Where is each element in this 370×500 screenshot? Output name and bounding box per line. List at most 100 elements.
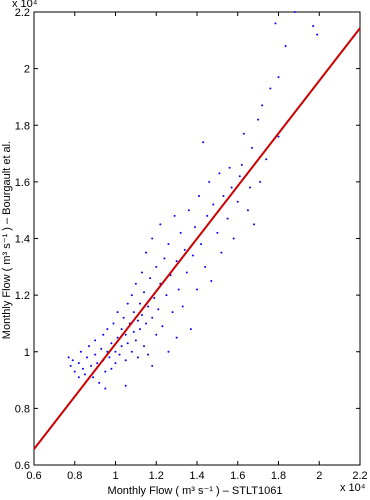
point: [206, 214, 209, 217]
point: [147, 353, 150, 356]
y-tick-label: 2.2: [15, 7, 30, 19]
point: [130, 350, 133, 353]
point: [83, 373, 86, 376]
point: [259, 180, 262, 183]
point: [134, 339, 137, 342]
point: [110, 367, 113, 370]
point: [151, 237, 154, 240]
point: [248, 186, 251, 189]
point: [177, 288, 180, 291]
point: [189, 328, 192, 331]
point: [240, 163, 243, 166]
point: [257, 118, 260, 121]
point: [175, 336, 178, 339]
point: [204, 265, 207, 268]
point: [67, 356, 70, 359]
point: [155, 265, 158, 268]
x-tick-label: 2.2: [352, 470, 367, 482]
point: [312, 25, 315, 28]
point: [132, 311, 135, 314]
y-axis-label: Monthly Flow ( m³ s⁻¹ ) – Bourgault et a…: [1, 141, 13, 339]
point: [242, 132, 245, 135]
point: [284, 44, 287, 47]
point: [124, 333, 127, 336]
point: [167, 243, 170, 246]
point: [100, 347, 103, 350]
point: [293, 11, 296, 13]
point: [104, 387, 107, 390]
point: [274, 22, 277, 25]
y-tick-label: 0.8: [15, 403, 30, 415]
point: [149, 277, 152, 280]
point: [251, 146, 254, 149]
point: [102, 333, 105, 336]
x-tick-label: 1.8: [271, 470, 286, 482]
y-tick-label: 0.6: [15, 460, 30, 472]
point: [114, 362, 117, 365]
point: [232, 237, 235, 240]
point: [265, 158, 268, 161]
x-tick-label: 1: [112, 470, 118, 482]
point: [77, 362, 80, 365]
x-tick-label: 1.6: [230, 470, 245, 482]
point: [151, 364, 154, 367]
point: [138, 302, 141, 305]
x-axis-label: Monthly Flow ( m³ s⁻¹ ) – STLT1061: [108, 485, 283, 497]
point: [134, 282, 137, 285]
x-tick-label: 0.8: [67, 470, 82, 482]
point: [126, 342, 129, 345]
y-tick-label: 2: [24, 64, 30, 76]
point: [124, 359, 127, 362]
point: [173, 214, 176, 217]
point: [165, 294, 168, 297]
point: [155, 333, 158, 336]
x-exponent: x 10⁴: [340, 482, 366, 494]
y-tick-label: 1.4: [15, 234, 30, 246]
point: [130, 294, 133, 297]
y-tick-label: 1: [24, 347, 30, 359]
x-tick-label: 2: [316, 470, 322, 482]
point: [226, 217, 229, 220]
point: [116, 336, 119, 339]
point: [187, 209, 190, 212]
point: [132, 330, 135, 333]
point: [147, 305, 150, 308]
point: [145, 251, 148, 254]
point: [208, 180, 211, 183]
point: [261, 104, 264, 107]
point: [167, 350, 170, 353]
point: [193, 226, 196, 229]
point: [81, 367, 84, 370]
point: [157, 308, 160, 311]
x-tick-label: 0.6: [26, 470, 41, 482]
point: [126, 302, 129, 305]
point: [151, 316, 154, 319]
point: [175, 260, 178, 263]
point: [143, 291, 146, 294]
x-tick-label: 1.4: [189, 470, 204, 482]
point: [230, 186, 233, 189]
point: [316, 33, 319, 36]
point: [71, 359, 74, 362]
point: [236, 200, 239, 203]
point: [140, 271, 143, 274]
point: [73, 370, 76, 373]
point: [106, 328, 109, 331]
point: [202, 141, 205, 144]
point: [143, 345, 146, 348]
point: [90, 364, 93, 367]
point: [122, 316, 125, 319]
point: [124, 384, 127, 387]
point: [114, 350, 117, 353]
point: [140, 313, 143, 316]
point: [222, 195, 225, 198]
point: [238, 175, 241, 178]
point: [179, 231, 182, 234]
point: [120, 328, 123, 331]
point: [253, 223, 256, 226]
point: [198, 195, 201, 198]
fit-line: [33, 27, 361, 450]
point: [136, 319, 139, 322]
point: [212, 203, 215, 206]
